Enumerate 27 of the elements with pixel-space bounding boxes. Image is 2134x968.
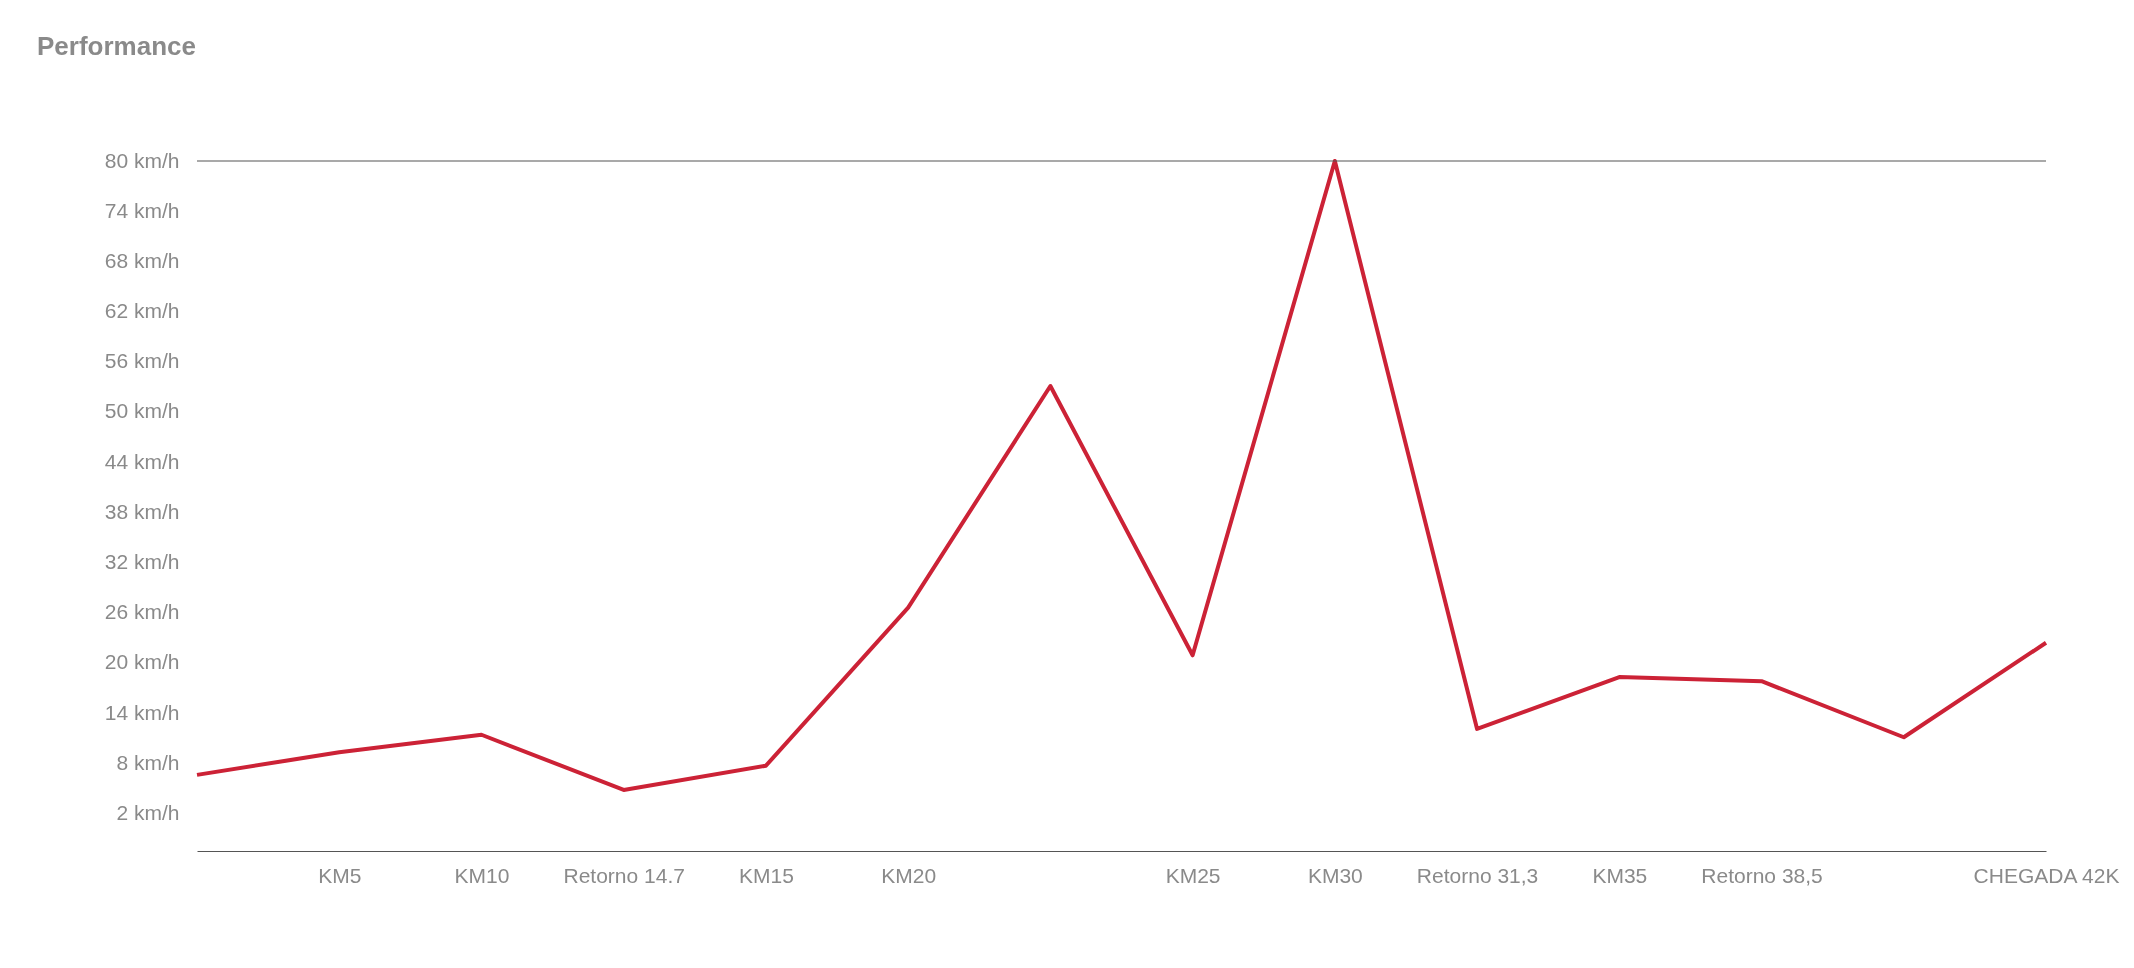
x-tick-label: KM35 <box>1592 863 1648 887</box>
y-tick-label: 68 km/h <box>104 248 180 272</box>
y-tick-label: 56 km/h <box>104 349 180 373</box>
x-tick-label: KM15 <box>738 863 794 887</box>
y-tick-label: 14 km/h <box>104 700 180 724</box>
y-tick-label: 8 km/h <box>116 750 180 774</box>
x-tick-label: KM10 <box>454 863 510 887</box>
line-series <box>195 159 2048 792</box>
x-tick-label: KM5 <box>318 863 362 887</box>
y-tick-label: 26 km/h <box>104 600 180 624</box>
y-tick-label: 62 km/h <box>104 299 180 323</box>
x-tick-label: Retorno 31,3 <box>1416 863 1539 887</box>
x-tick-label: KM25 <box>1165 863 1221 887</box>
y-tick-label: 38 km/h <box>104 499 180 523</box>
chart-title: Performance <box>37 31 196 61</box>
x-tick-label: Retorno 38,5 <box>1701 863 1823 887</box>
x-tick-label: CHEGADA 42K <box>1973 863 2120 887</box>
y-tick-label: 74 km/h <box>104 198 180 222</box>
y-tick-label: 44 km/h <box>104 449 180 473</box>
y-tick-label: 2 km/h <box>116 800 180 824</box>
y-tick-label: 80 km/h <box>104 148 180 172</box>
x-tick-label: KM20 <box>881 863 937 887</box>
x-tick-label: Retorno 14.7 <box>563 863 685 887</box>
y-tick-label: 32 km/h <box>104 549 180 573</box>
x-tick-label: KM30 <box>1307 863 1363 887</box>
y-tick-label: 20 km/h <box>104 650 180 674</box>
y-tick-label: 50 km/h <box>104 399 180 423</box>
